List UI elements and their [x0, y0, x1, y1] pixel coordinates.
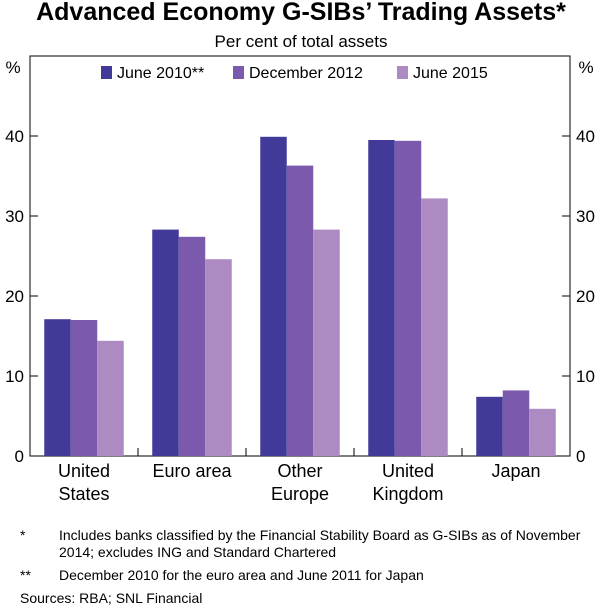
bar — [286, 165, 314, 456]
legend-swatch — [397, 66, 408, 79]
x-axis-categories: United States Euro area Other Europe United Ki… — [58, 448, 541, 504]
y-tick-label-left: 20 — [5, 287, 24, 306]
chart-canvas: Advanced Economy G-SIBs’ Trading Assets*… — [5, 0, 595, 504]
bar — [529, 408, 556, 456]
bar — [394, 140, 422, 457]
y-axis-ticks: 0 0 10 10 20 20 30 30 40 40 — [5, 127, 595, 466]
legend-swatch — [233, 66, 244, 79]
legend-label: June 2015 — [413, 65, 488, 82]
bar — [97, 340, 124, 456]
y-tick-label-left: 40 — [5, 127, 24, 146]
y-tick-label-right: 20 — [576, 287, 595, 306]
bar-group — [44, 136, 556, 457]
y-unit-left: % — [5, 58, 20, 77]
x-category-label: United — [382, 461, 434, 481]
chart-title: Advanced Economy G-SIBs’ Trading Assets* — [36, 0, 566, 26]
x-category-label: Euro area — [152, 461, 232, 481]
bar — [368, 140, 395, 456]
footnote-text: December 2010 for the euro area and June… — [59, 567, 424, 583]
chart-subtitle: Per cent of total assets — [215, 32, 388, 51]
bar — [178, 236, 206, 456]
bar — [152, 229, 179, 456]
bar — [70, 320, 98, 456]
footnotes: * Includes banks classified by the Finan… — [20, 527, 590, 607]
y-unit-right: % — [578, 58, 593, 77]
legend: June 2010** December 2012 June 2015 — [101, 65, 488, 82]
bar — [205, 259, 232, 456]
x-category-label: Japan — [491, 461, 540, 481]
bar — [476, 396, 503, 456]
x-category-label: Other — [277, 461, 322, 481]
legend-label: December 2012 — [249, 65, 363, 82]
y-tick-label-right: 30 — [576, 207, 595, 226]
bar — [313, 229, 340, 456]
y-tick-label-left: 0 — [15, 447, 24, 466]
y-tick-label-right: 0 — [576, 447, 585, 466]
x-category-label: States — [58, 484, 109, 504]
footnote-1: * Includes banks classified by the Finan… — [20, 527, 590, 561]
sources: Sources: RBA; SNL Financial — [20, 590, 203, 606]
footnote-2: ** December 2010 for the euro area and J… — [20, 567, 590, 584]
bar — [44, 319, 71, 456]
x-category-label: Europe — [271, 484, 329, 504]
y-tick-label-left: 30 — [5, 207, 24, 226]
footnote-mark: ** — [20, 567, 31, 583]
y-tick-label-right: 40 — [576, 127, 595, 146]
footnote-text: Includes banks classified by the Financi… — [59, 527, 581, 560]
legend-label: June 2010** — [117, 65, 204, 82]
bar — [260, 136, 287, 457]
x-category-label: Kingdom — [372, 484, 443, 504]
bar — [502, 390, 530, 456]
footnote-mark: * — [20, 527, 26, 543]
y-tick-label-right: 10 — [576, 367, 595, 386]
y-tick-label-left: 10 — [5, 367, 24, 386]
x-category-label: United — [58, 461, 110, 481]
bar — [421, 198, 448, 456]
legend-swatch — [101, 66, 112, 79]
